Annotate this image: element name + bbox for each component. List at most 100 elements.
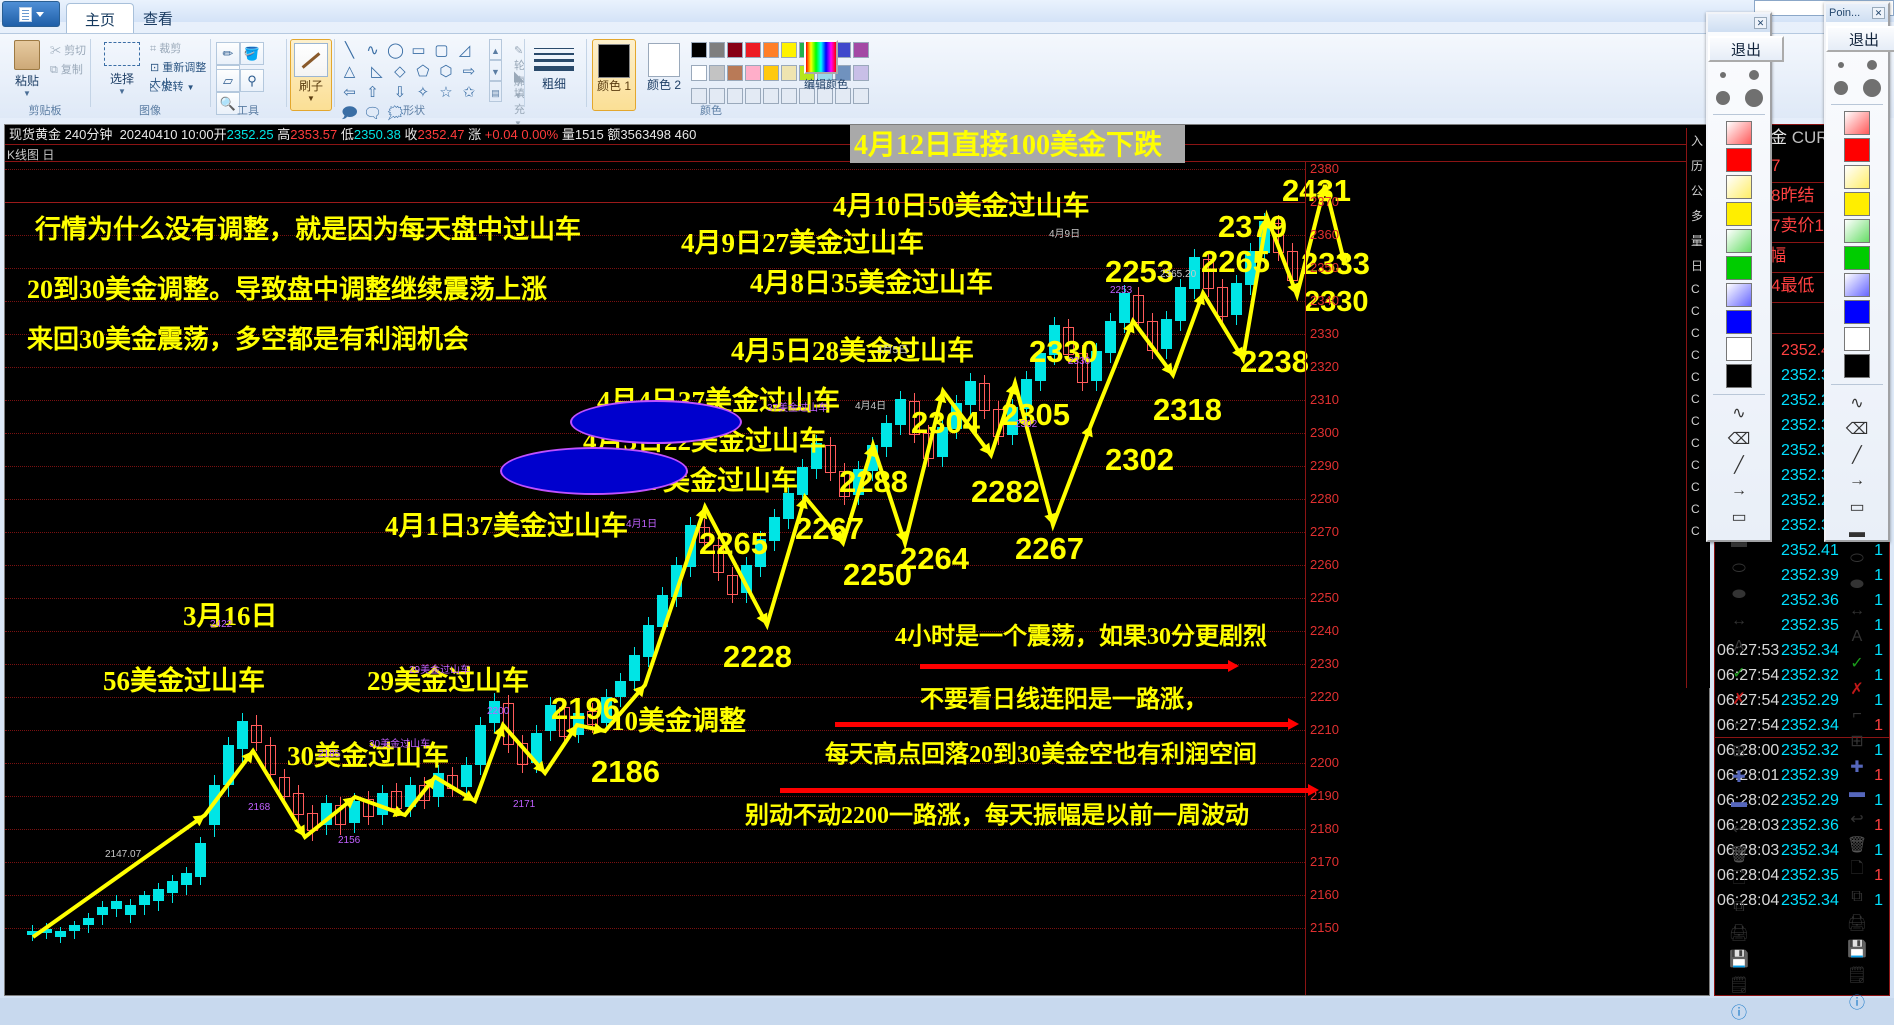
rotate-button[interactable]: ◺ 旋转 ▼ [150, 78, 195, 94]
line-icon[interactable]: ╱ [1734, 456, 1744, 474]
brush-size-dot[interactable] [1744, 89, 1763, 107]
fill-bucket-icon[interactable]: 🪣 [240, 42, 264, 65]
note-icon[interactable]: 🗒 [1728, 976, 1750, 994]
crop-icon[interactable]: ⌐ [1734, 715, 1744, 733]
cut-button[interactable]: ✂ 剪切 [50, 42, 86, 58]
palette-swatch-3-6[interactable] [799, 88, 815, 104]
palette-color-8[interactable] [1844, 327, 1870, 351]
side-strip-item[interactable]: 入 [1691, 134, 1704, 148]
palette-swatch-1-3[interactable] [745, 42, 761, 58]
magnifier-icon[interactable]: 🔍 [216, 92, 240, 115]
shape-down-arrow-icon[interactable]: ⇩ [393, 83, 407, 101]
copy-button[interactable]: ⧉ 复制 [50, 61, 83, 77]
edit-colors-button[interactable]: 编辑颜色 [804, 40, 848, 92]
palette-swatch-1-1[interactable] [709, 42, 725, 58]
shape-right-arrow-icon[interactable]: ⇨ [462, 62, 476, 80]
shape-curve-icon[interactable]: ∿ [366, 41, 379, 59]
palette-swatch-3-9[interactable] [853, 88, 869, 104]
check-icon[interactable]: ✓ [1732, 664, 1746, 682]
zoom-in-icon[interactable]: ⊞ [1850, 732, 1864, 750]
thickness-button[interactable]: 粗细 [534, 44, 574, 92]
shape-up-arrow-icon[interactable]: ⇧ [366, 83, 379, 101]
text-A-icon[interactable]: A [1851, 627, 1863, 645]
line-icon[interactable]: ╱ [1852, 446, 1862, 464]
side-strip-item[interactable]: C [1691, 524, 1700, 538]
ellipse-outline-icon[interactable]: ⬭ [1732, 559, 1746, 577]
close-icon[interactable]: ✕ [1872, 7, 1885, 19]
palette-color-5[interactable] [1844, 246, 1870, 270]
palette-swatch-2-0[interactable] [691, 65, 707, 81]
shapes-scroll-down[interactable]: ▼ [489, 60, 502, 81]
palette-color-8[interactable] [1726, 337, 1752, 361]
trash-icon[interactable]: 🗑 [1728, 846, 1750, 864]
floating-tool-palette-secondary[interactable]: ✕ 退出 ∿ ⌫ ╱ → ▭ ▬ ⬭ ⬬ ↔ A ✓ ✗ ⌐ ⊞ ✚ ▬ ↩ 🗑 🗋 ⧉ 🖨 💾 🗒 ⓘ [1706, 12, 1784, 1022]
palette-color-6[interactable] [1726, 283, 1752, 307]
side-strip-item[interactable]: 量 [1691, 234, 1704, 248]
brush-tool-button[interactable]: 刷子 ▼ [290, 39, 332, 111]
minus-icon[interactable]: ▬ [1731, 793, 1747, 811]
palette-color-4[interactable] [1726, 229, 1752, 253]
save-icon[interactable]: 💾 [1847, 940, 1867, 958]
side-strip-item[interactable]: 日 [1691, 259, 1704, 273]
brush-size-dot[interactable] [1837, 62, 1844, 68]
palette-swatch-2-1[interactable] [709, 65, 725, 81]
floating-tool-palette-main[interactable]: Poin... ✕ 退出 ∿ ⌫ ╱ → ▭ ▬ ⬭ ⬬ ↔ A ✓ ✗ ⌐ ⊞ ✚ ▬ ↩ 🗑 🗋 ⧉ 🖨 💾 🗒 ⓘ [1824, 2, 1894, 1012]
palette-color-0[interactable] [1844, 111, 1870, 135]
shape-line-icon[interactable]: ╲ [344, 41, 355, 59]
palette-color-2[interactable] [1844, 165, 1870, 189]
shape-polygon-icon[interactable]: ◿ [458, 41, 471, 59]
ellipse-outline-icon[interactable]: ⬭ [1850, 549, 1864, 567]
palette-swatch-1-9[interactable] [853, 42, 869, 58]
eraser-icon[interactable]: ⌫ [1845, 420, 1869, 438]
side-strip-item[interactable]: C [1691, 436, 1700, 450]
plus-icon[interactable]: ✚ [1732, 768, 1746, 786]
ellipse-filled-icon[interactable]: ⬬ [1850, 575, 1864, 593]
copy-icon[interactable]: ⧉ [1851, 887, 1863, 905]
fp-sec-exit-button[interactable]: 退出 [1708, 36, 1784, 62]
palette-swatch-3-3[interactable] [745, 88, 761, 104]
palette-swatch-2-5[interactable] [781, 65, 797, 81]
palette-color-9[interactable] [1726, 364, 1752, 388]
shape-diamond-icon[interactable]: ◇ [394, 62, 406, 80]
shape-five-star-icon[interactable]: ☆ [439, 83, 453, 101]
save-icon[interactable]: 💾 [1729, 950, 1749, 968]
palette-swatch-3-0[interactable] [691, 88, 707, 104]
zoom-in-icon[interactable]: ⊞ [1732, 742, 1746, 760]
shape-left-arrow-icon[interactable]: ⇦ [343, 83, 356, 101]
palette-swatch-1-0[interactable] [691, 42, 707, 58]
palette-color-5[interactable] [1726, 256, 1752, 280]
file-menu-button[interactable] [2, 1, 60, 27]
double-arrow-icon[interactable]: ↔ [1849, 601, 1865, 619]
outline-button[interactable]: ✎ 轮廓 ▼ [514, 44, 525, 101]
rect-filled-icon[interactable]: ▬ [1731, 533, 1747, 551]
side-strip-item[interactable]: 公 [1691, 184, 1704, 198]
palette-swatch-1-2[interactable] [727, 42, 743, 58]
palette-color-3[interactable] [1726, 202, 1752, 226]
side-strip-item[interactable]: C [1691, 414, 1700, 428]
shape-cloud-callout-icon[interactable]: 🗯 [385, 104, 406, 122]
trading-chart-canvas[interactable]: 现货黄金 240分钟 20240410 10:00开2352.25 高2353.… [4, 124, 1710, 996]
note-icon[interactable]: 🗒 [1846, 966, 1868, 984]
paste-button[interactable]: 粘贴 ▼ [6, 40, 48, 98]
double-arrow-icon[interactable]: ↔ [1731, 611, 1747, 629]
shape-four-star-icon[interactable]: ✧ [416, 83, 430, 101]
palette-swatch-3-2[interactable] [727, 88, 743, 104]
shape-six-star-icon[interactable]: ✩ [462, 83, 476, 101]
shape-triangle-icon[interactable]: △ [343, 62, 356, 80]
cross-icon[interactable]: ✗ [1732, 690, 1746, 708]
palette-swatch-3-1[interactable] [709, 88, 725, 104]
rect-outline-icon[interactable]: ▭ [1849, 498, 1865, 516]
undo-icon[interactable]: ↩ [1732, 820, 1746, 838]
squiggle-icon[interactable]: ∿ [1850, 394, 1864, 412]
side-strip-item[interactable]: C [1691, 392, 1700, 406]
palette-swatch-2-9[interactable] [853, 65, 869, 81]
palette-swatch-3-4[interactable] [763, 88, 779, 104]
color-picker-icon[interactable]: ⚲ [240, 69, 264, 92]
palette-color-0[interactable] [1726, 121, 1752, 145]
palette-color-3[interactable] [1844, 192, 1870, 216]
brush-size-dot[interactable] [1833, 81, 1848, 95]
crop-icon[interactable]: ⌐ [1852, 705, 1862, 723]
trash-icon[interactable]: 🗑 [1846, 836, 1868, 854]
resize-button[interactable]: ⊡ 重新调整大小 [150, 59, 210, 91]
color2-button[interactable]: 颜色 2 [642, 39, 686, 111]
